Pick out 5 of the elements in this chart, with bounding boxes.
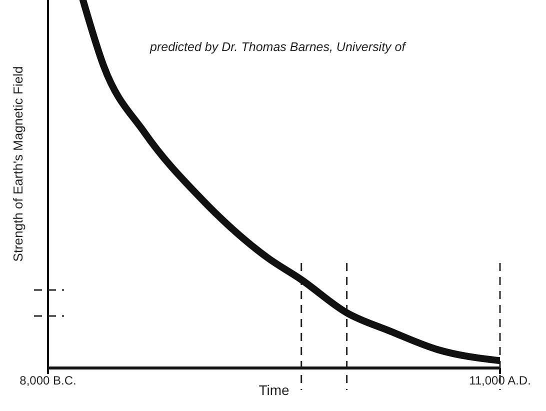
x-tick-label: 11,000 A.D. xyxy=(469,374,531,388)
y-axis-title: Strength of Earth's Magnetic Field xyxy=(10,66,26,262)
annotation: predicted by Dr. Thomas Barnes, University of xyxy=(150,40,406,54)
x-axis-title: Time xyxy=(258,382,290,398)
x-tick-label: 8,000 B.C. xyxy=(20,374,76,388)
